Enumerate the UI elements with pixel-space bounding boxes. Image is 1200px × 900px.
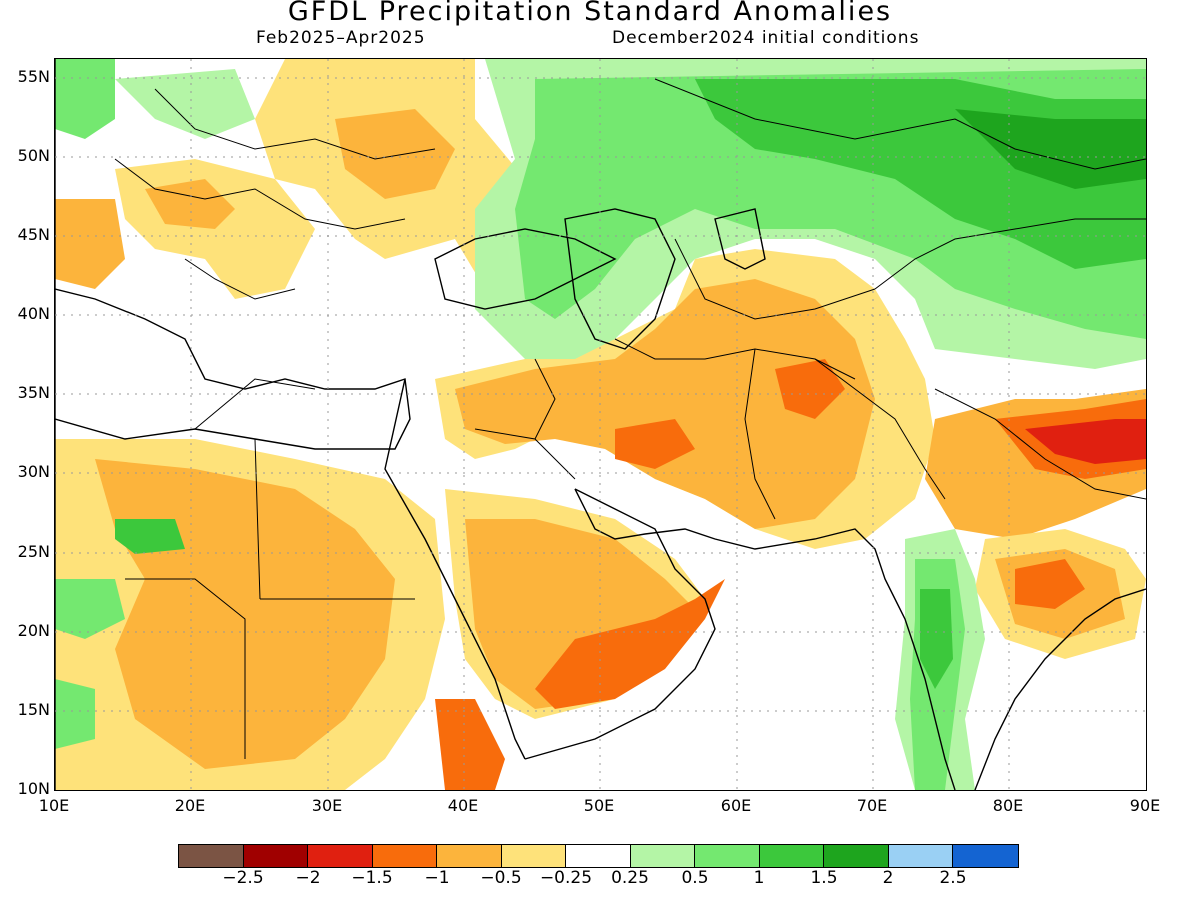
lat-label-15n: 15N bbox=[17, 700, 50, 719]
colorbar-swatch bbox=[953, 845, 1018, 867]
lon-label-80e: 80E bbox=[992, 796, 1024, 815]
colorbar-label: −0.5 bbox=[480, 868, 522, 888]
anomaly-field bbox=[55, 59, 1146, 790]
lat-label-50n: 50N bbox=[17, 146, 50, 165]
initial-conditions: December2024 initial conditions bbox=[612, 28, 920, 48]
lat-label-45n: 45N bbox=[17, 225, 50, 244]
lat-label-55n: 55N bbox=[17, 67, 50, 86]
colorbar-label: −0.25 bbox=[539, 868, 593, 888]
colorbar-label: 1.5 bbox=[810, 868, 838, 888]
dry-anomaly-regions bbox=[55, 59, 1146, 790]
colorbar-label: 0.5 bbox=[681, 868, 709, 888]
colorbar-label: −1 bbox=[424, 868, 450, 888]
colorbar-swatch bbox=[501, 845, 566, 867]
colorbar-swatch bbox=[759, 845, 824, 867]
colorbar-swatch bbox=[630, 845, 695, 867]
wet-anomaly-regions bbox=[55, 59, 1146, 790]
colorbar bbox=[178, 844, 1019, 868]
lat-label-10n: 10N bbox=[17, 779, 50, 798]
colorbar-swatch bbox=[437, 845, 502, 867]
map-title: GFDL Precipitation Standard Anomalies bbox=[287, 0, 893, 27]
lat-label-40n: 40N bbox=[17, 304, 50, 323]
colorbar-swatch bbox=[179, 845, 244, 867]
colorbar-label: −1.5 bbox=[351, 868, 393, 888]
lon-label-30e: 30E bbox=[311, 796, 343, 815]
colorbar-label: −2 bbox=[295, 868, 321, 888]
coastlines bbox=[55, 59, 1146, 790]
forecast-period: Feb2025–Apr2025 bbox=[256, 28, 426, 48]
colorbar-label: 0.25 bbox=[611, 868, 649, 888]
colorbar-swatch bbox=[243, 845, 308, 867]
colorbar-label: −2.5 bbox=[222, 868, 264, 888]
lon-label-40e: 40E bbox=[447, 796, 479, 815]
colorbar-label: 2.5 bbox=[939, 868, 967, 888]
lon-label-60e: 60E bbox=[720, 796, 752, 815]
lat-label-30n: 30N bbox=[17, 462, 50, 481]
lon-label-50e: 50E bbox=[583, 796, 615, 815]
colorbar-swatch bbox=[372, 845, 437, 867]
colorbar-label: 1 bbox=[753, 868, 765, 888]
lon-label-70e: 70E bbox=[856, 796, 888, 815]
colorbar-swatch bbox=[824, 845, 889, 867]
lat-label-25n: 25N bbox=[17, 542, 50, 561]
colorbar-swatch bbox=[695, 845, 760, 867]
colorbar-swatch bbox=[308, 845, 373, 867]
anomaly-map bbox=[54, 58, 1147, 791]
colorbar-swatch bbox=[566, 845, 631, 867]
lat-label-20n: 20N bbox=[17, 621, 50, 640]
lon-label-20e: 20E bbox=[174, 796, 206, 815]
colorbar-label: 2 bbox=[882, 868, 894, 888]
colorbar-swatch bbox=[888, 845, 953, 867]
lon-label-10e: 10E bbox=[38, 796, 70, 815]
lon-label-90e: 90E bbox=[1129, 796, 1161, 815]
lat-label-35n: 35N bbox=[17, 383, 50, 402]
